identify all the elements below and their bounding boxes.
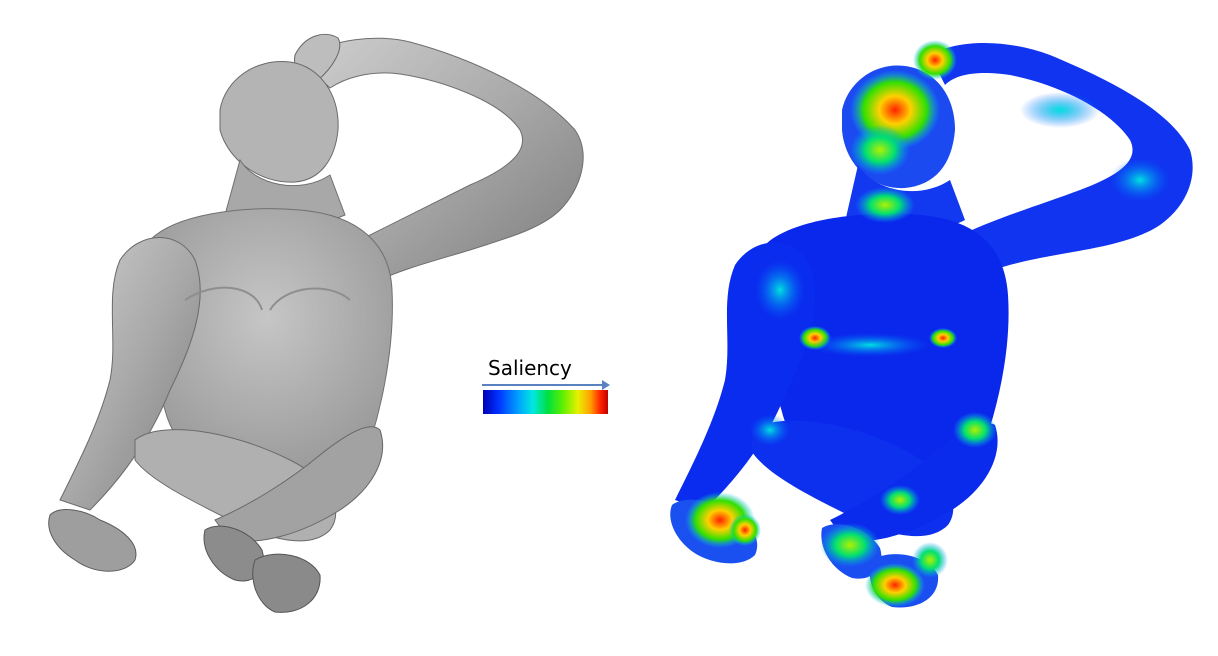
saliency-legend <box>482 380 610 414</box>
legend-label: Saliency <box>488 356 572 380</box>
saliency-mesh-figure <box>670 40 1193 608</box>
saliency-hotspots <box>685 40 1170 607</box>
legend-arrowhead <box>602 380 610 390</box>
gray-mesh-figure <box>48 33 584 613</box>
legend-colorbar <box>483 390 608 414</box>
